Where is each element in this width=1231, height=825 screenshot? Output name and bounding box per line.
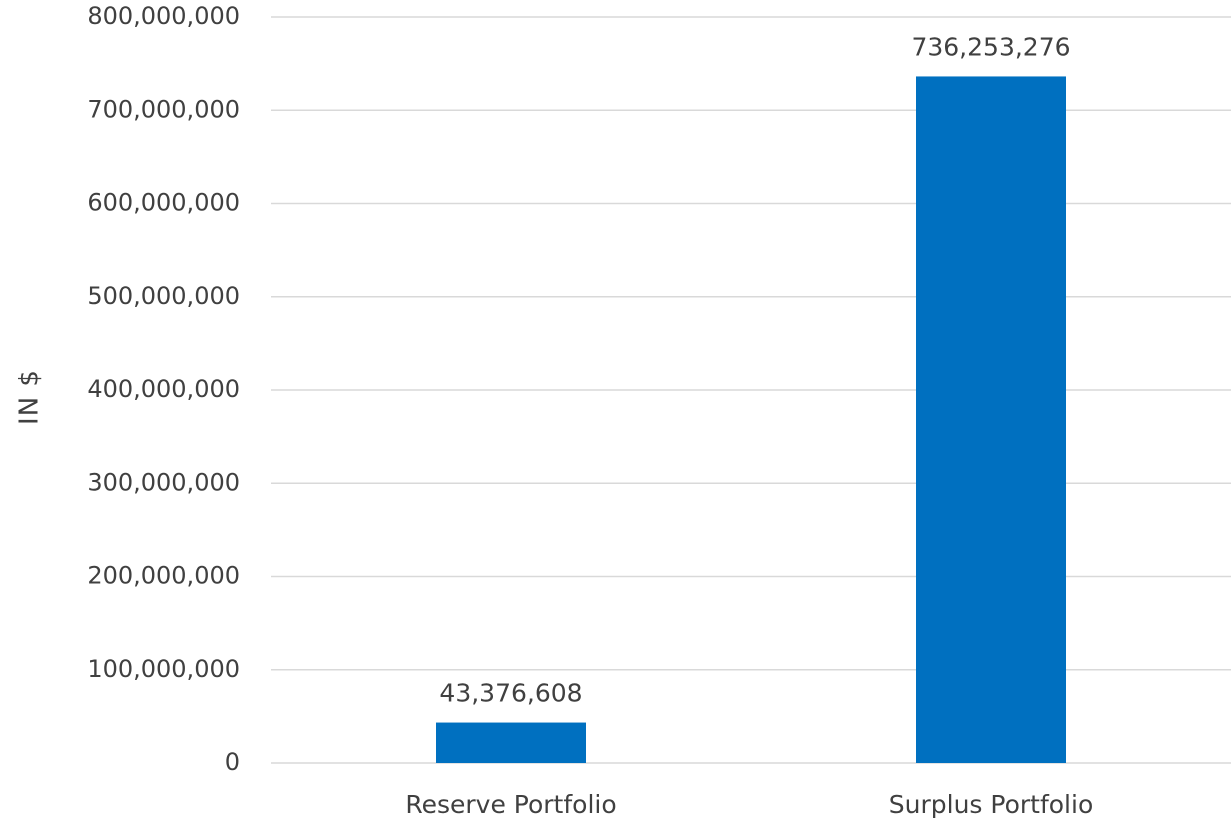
y-tick-label: 100,000,000	[87, 655, 240, 683]
y-tick-label: 400,000,000	[87, 375, 240, 403]
y-tick-label: 700,000,000	[87, 95, 240, 123]
y-tick-label: 800,000,000	[87, 2, 240, 30]
x-category-label: Reserve Portfolio	[405, 790, 616, 819]
bar-value-label: 43,376,608	[439, 679, 582, 708]
y-tick-label: 500,000,000	[87, 282, 240, 310]
data-labels: 43,376,608 736,253,276	[439, 32, 1070, 707]
y-tick-label: 0	[225, 748, 240, 776]
y-tick-label: 600,000,000	[87, 189, 240, 217]
bar-value-label: 736,253,276	[911, 32, 1070, 61]
y-tick-label: 300,000,000	[87, 468, 240, 496]
y-axis-title: IN $	[15, 369, 45, 425]
bar	[916, 76, 1066, 763]
x-category-label: Surplus Portfolio	[889, 790, 1093, 819]
y-tick-label: 200,000,000	[87, 562, 240, 590]
bars	[436, 76, 1066, 763]
y-axis-tick-labels: 0 100,000,000 200,000,000 300,000,000 400,00…	[87, 2, 240, 776]
x-axis-category-labels: Reserve Portfolio Surplus Portfolio	[405, 790, 1093, 819]
bar	[436, 722, 586, 763]
gridlines	[271, 16, 1231, 764]
